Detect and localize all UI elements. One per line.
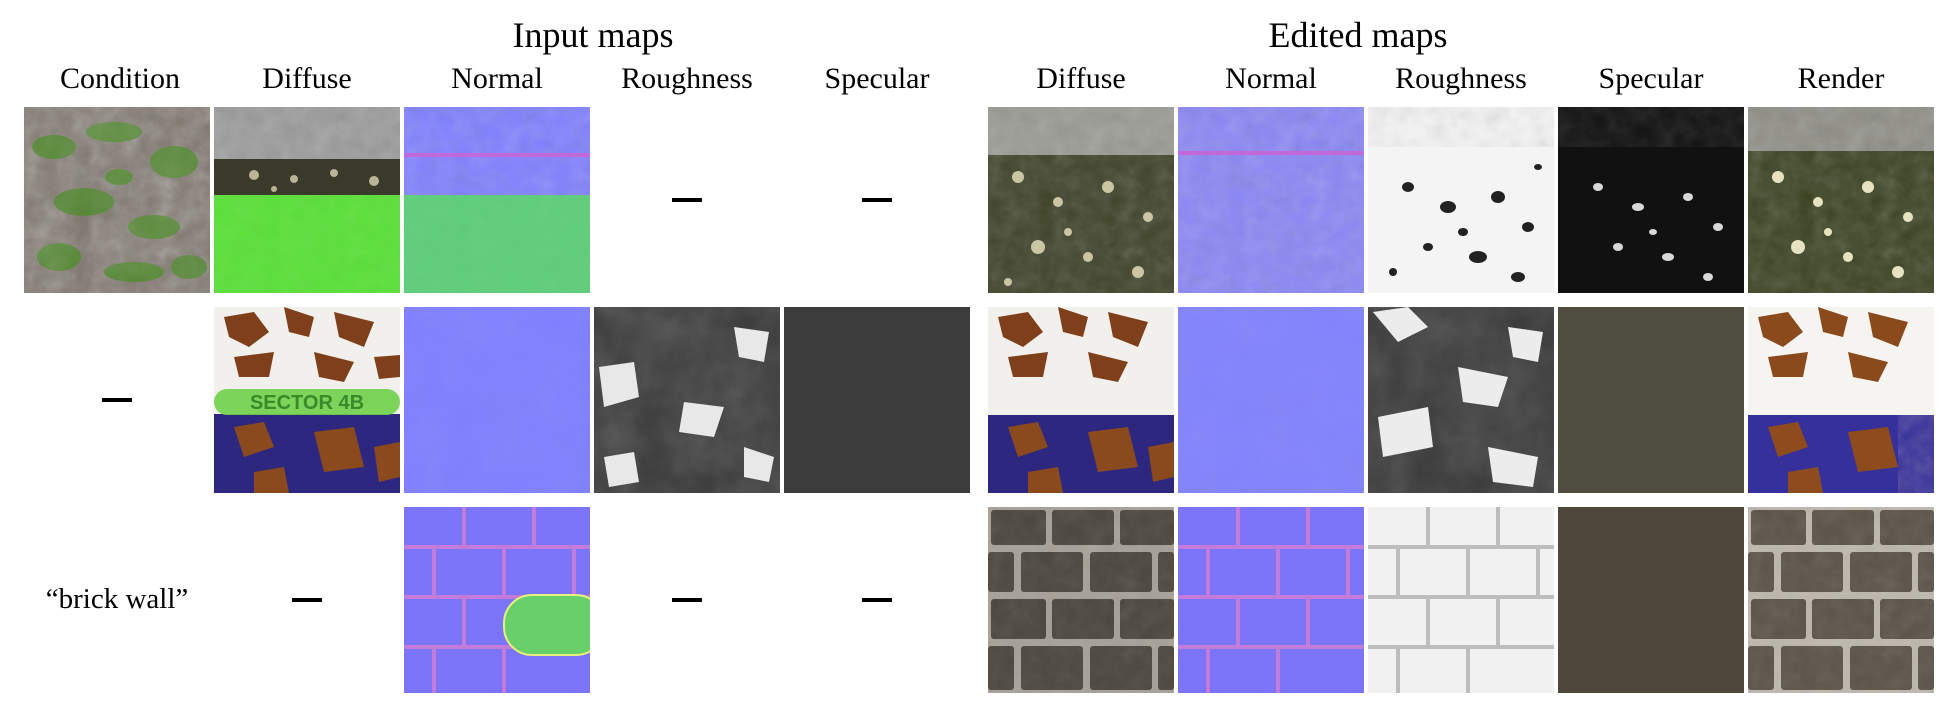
row3-edited-diffuse-image (988, 507, 1174, 693)
row2-edited-normal-image (1178, 307, 1364, 493)
row3-input-roughness-empty (594, 507, 780, 693)
row2-input-normal-image (404, 307, 590, 493)
row2-render-image (1748, 307, 1934, 493)
edited-maps-title: Edited maps (1268, 15, 1448, 55)
row1-input-specular-empty (784, 107, 970, 293)
col-header-edited-specular: Specular (1598, 62, 1704, 95)
col-header-input-specular: Specular (824, 62, 930, 95)
row3-input-normal-image (404, 507, 590, 693)
row3-edited-specular-image (1558, 507, 1744, 693)
row1-edited-diffuse-image (988, 107, 1174, 293)
col-header-edited-roughness: Roughness (1395, 62, 1527, 95)
row1-edited-roughness-image (1368, 107, 1554, 293)
row3-render-image (1748, 507, 1934, 693)
col-header-edited-normal: Normal (1225, 62, 1317, 95)
row1-condition-image (24, 107, 210, 293)
row2-input-roughness-image (594, 307, 780, 493)
row1-input-normal-image (404, 107, 590, 293)
col-header-render: Render (1797, 62, 1885, 95)
col-header-input-normal: Normal (451, 62, 543, 95)
row2-input-diffuse-image: SECTOR 4B (214, 307, 400, 493)
row1-render-image (1748, 107, 1934, 293)
col-header-edited-diffuse: Diffuse (1036, 62, 1126, 95)
row3-edited-normal-image (1178, 507, 1364, 693)
row3-edited-roughness-image (1368, 507, 1554, 693)
row3-condition-text: “brick wall” (45, 583, 189, 616)
row2-overlay-text: SECTOR 4B (250, 392, 364, 414)
row1-edited-specular-image (1558, 107, 1744, 293)
row1-input-roughness-empty (594, 107, 780, 293)
row1-input-diffuse-image (214, 107, 400, 293)
col-header-input-diffuse: Diffuse (262, 62, 352, 95)
row3-input-specular-empty (784, 507, 970, 693)
row2-edited-diffuse-image (988, 307, 1174, 493)
row2-condition-empty (24, 307, 210, 493)
col-header-condition: Condition (59, 62, 180, 95)
row1-edited-normal-image (1178, 107, 1364, 293)
col-header-input-roughness: Roughness (621, 62, 753, 95)
row2-input-specular-image (784, 307, 970, 493)
row2-edited-roughness-image (1368, 307, 1554, 493)
row3-input-diffuse-empty (214, 507, 400, 693)
input-maps-title: Input maps (512, 15, 674, 55)
row2-edited-specular-image (1558, 307, 1744, 493)
